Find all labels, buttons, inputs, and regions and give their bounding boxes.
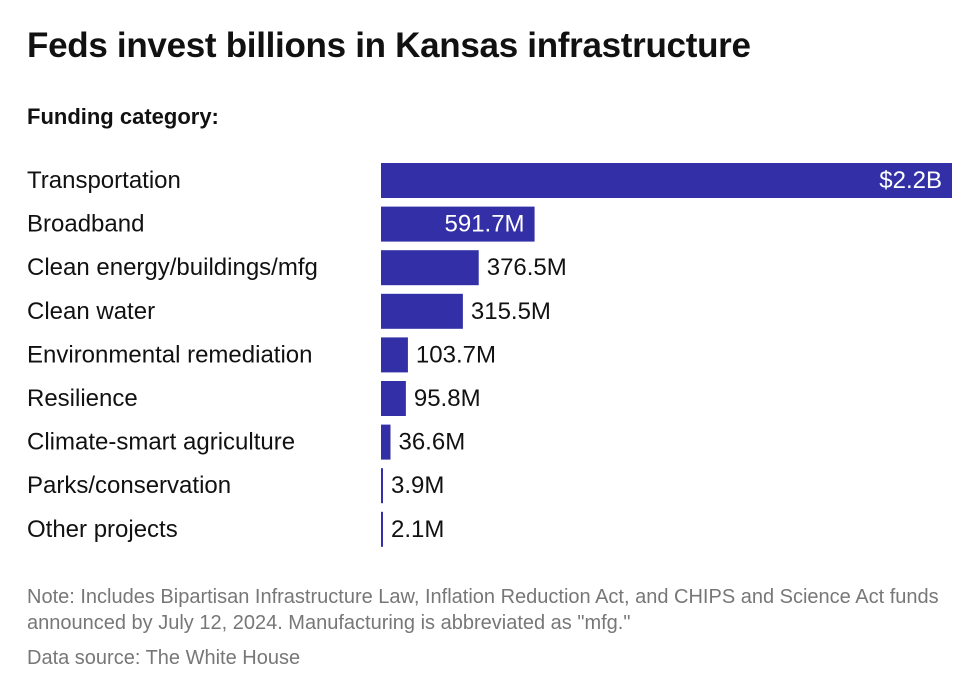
value-label: 36.6M — [398, 429, 465, 456]
category-label: Parks/conservation — [27, 472, 231, 499]
value-label: 376.5M — [487, 254, 567, 281]
chart-note: Note: Includes Bipartisan Infrastructure… — [27, 586, 939, 634]
data-source: Data source: The White House — [27, 647, 301, 669]
value-label: $2.2B — [879, 167, 942, 194]
category-label: Clean energy/buildings/mfg — [27, 254, 318, 281]
chart-title: Feds invest billions in Kansas infrastru… — [27, 26, 751, 65]
category-label: Climate-smart agriculture — [27, 429, 295, 456]
value-label: 3.9M — [391, 472, 444, 499]
value-label: 2.1M — [391, 516, 444, 543]
value-label: 591.7M — [445, 211, 525, 238]
bar — [381, 206, 535, 242]
bar — [381, 337, 408, 373]
chart-subtitle: Funding category: — [27, 104, 219, 129]
bar — [381, 250, 479, 286]
value-label: 95.8M — [414, 385, 481, 412]
bar — [381, 163, 952, 198]
category-label: Other projects — [27, 516, 178, 543]
category-label: Clean water — [27, 298, 155, 325]
category-label: Resilience — [27, 385, 138, 412]
bar — [381, 511, 383, 547]
category-label: Transportation — [27, 167, 181, 194]
category-label: Broadband — [27, 211, 144, 238]
bar — [381, 468, 383, 504]
bar — [381, 381, 406, 416]
value-label: 103.7M — [416, 341, 496, 368]
bar — [381, 293, 463, 329]
value-label: 315.5M — [471, 298, 551, 325]
category-label: Environmental remediation — [27, 341, 312, 368]
bar — [381, 424, 391, 460]
